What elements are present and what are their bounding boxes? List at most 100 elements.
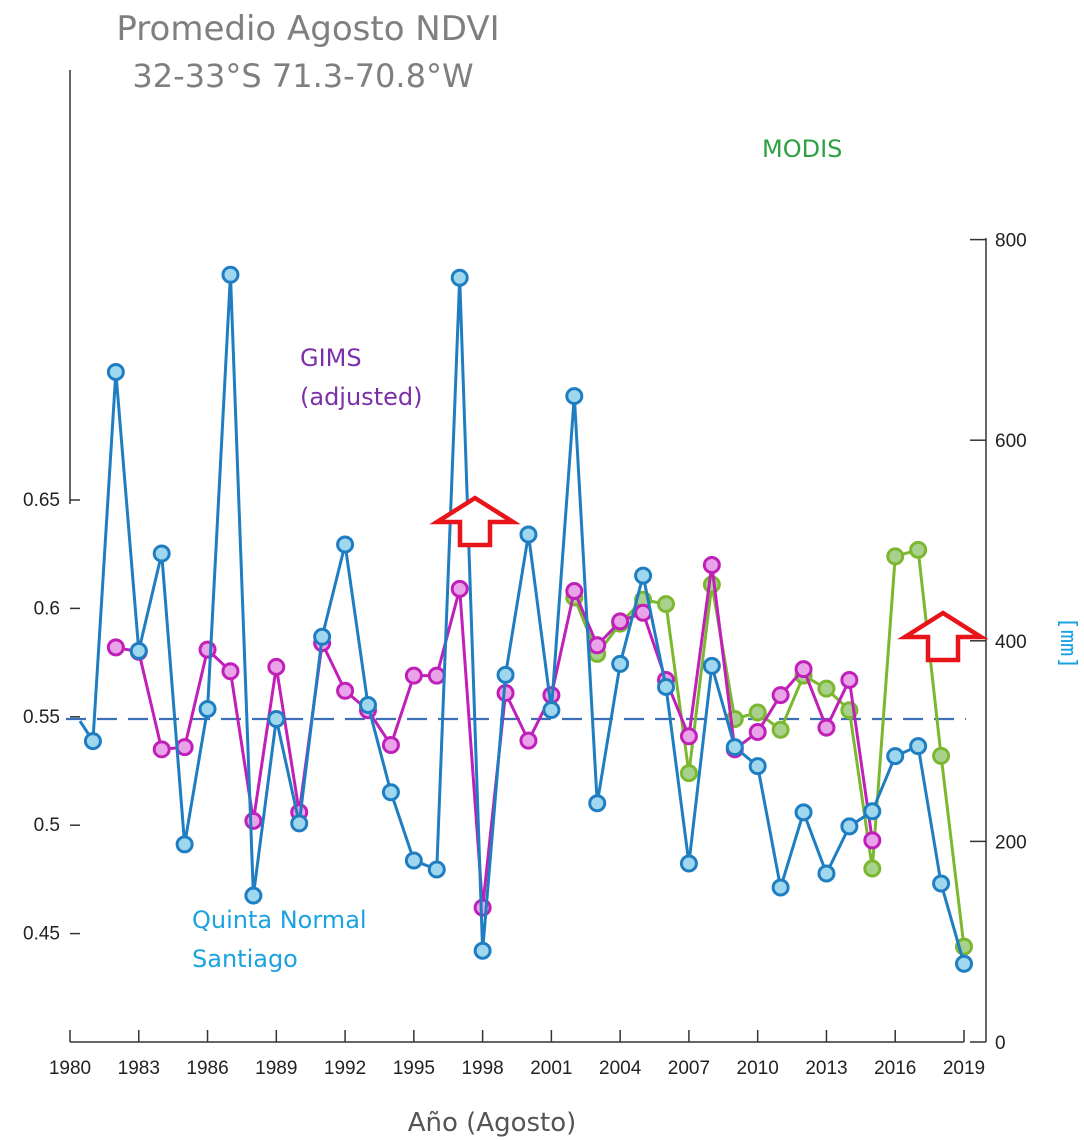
arrow-1998-icon bbox=[429, 495, 521, 548]
gims-adjusted-point bbox=[381, 735, 400, 754]
quinta-normal-santiago-point bbox=[175, 835, 194, 854]
gims-adjusted-point bbox=[450, 579, 469, 598]
quinta-normal-santiago-point bbox=[267, 710, 286, 729]
quinta-normal-santiago-point bbox=[381, 783, 400, 802]
quinta-normal-santiago-point bbox=[840, 817, 859, 836]
gims-adjusted-point bbox=[106, 638, 125, 657]
quinta-normal-santiago-point bbox=[519, 525, 538, 544]
x-tick-label: 2010 bbox=[737, 1058, 779, 1079]
x-tick-label: 2004 bbox=[599, 1058, 642, 1079]
quinta-normal-santiago-point bbox=[634, 566, 653, 585]
x-tick-label: 2019 bbox=[943, 1058, 985, 1079]
quinta-normal-santiago-point bbox=[198, 700, 217, 719]
modis-point bbox=[771, 720, 790, 739]
quinta-normal-santiago-point bbox=[83, 732, 102, 751]
modis-point bbox=[679, 764, 698, 783]
right-tick-label: 800 bbox=[995, 231, 1027, 252]
gims-adjusted-point bbox=[748, 722, 767, 741]
modis-point bbox=[863, 859, 882, 878]
quinta-normal-santiago-point bbox=[496, 665, 515, 684]
arrow-2019-icon bbox=[897, 610, 989, 663]
gims-adjusted-point bbox=[817, 718, 836, 737]
quinta-normal-santiago-point bbox=[932, 874, 951, 893]
gims-adjusted-point bbox=[771, 686, 790, 705]
left-tick-label: 0.55 bbox=[23, 707, 60, 728]
gims-adjusted-point bbox=[611, 612, 630, 631]
gims-label: GIMS bbox=[300, 344, 362, 372]
quinta-normal-santiago-point bbox=[244, 886, 263, 905]
quinta-normal-santiago-point bbox=[748, 757, 767, 776]
chart-title: Promedio Agosto NDVI bbox=[116, 9, 499, 49]
modis-point bbox=[886, 547, 905, 566]
gims-adjusted-point bbox=[404, 666, 423, 685]
modis-point bbox=[932, 746, 951, 765]
left-tick-label: 0.45 bbox=[23, 924, 60, 945]
quinta-normal-santiago-point bbox=[427, 860, 446, 879]
x-tick-label: 2013 bbox=[805, 1058, 847, 1079]
quinta-normal-santiago-point bbox=[702, 656, 721, 675]
quinta-normal-santiago-point bbox=[657, 677, 675, 696]
quinta-normal-santiago-point bbox=[588, 794, 607, 813]
right-tick-label: 400 bbox=[995, 632, 1027, 653]
gims-adjusted-point bbox=[244, 811, 263, 830]
gims-adjusted-point bbox=[427, 666, 446, 685]
quinta-normal-santiago-point bbox=[359, 695, 377, 714]
gims-adjusted-point bbox=[863, 831, 882, 850]
modis-point bbox=[657, 595, 675, 614]
y-right-axis-label: [mm] bbox=[1055, 617, 1080, 670]
x-tick-label: 2007 bbox=[668, 1058, 710, 1079]
quinta-normal-santiago-point bbox=[221, 265, 240, 284]
chart-subtitle: 32-33°S 71.3-70.8°W bbox=[132, 57, 473, 95]
x-tick-label: 1998 bbox=[461, 1058, 503, 1079]
quinta-normal-santiago-point bbox=[909, 737, 928, 756]
quinta-normal-santiago-point bbox=[404, 851, 423, 870]
x-tick-label: 2001 bbox=[530, 1058, 572, 1079]
gims-adjusted-point bbox=[794, 660, 813, 679]
x-tick-label: 1980 bbox=[49, 1058, 91, 1079]
modis-point bbox=[817, 679, 836, 698]
right-tick-label: 0 bbox=[995, 1033, 1006, 1054]
gims-adjusted-point bbox=[588, 636, 607, 655]
quinta-normal-santiago-point bbox=[771, 878, 790, 897]
x-tick-label: 1983 bbox=[118, 1058, 160, 1079]
gims-adjusted-point bbox=[336, 681, 355, 700]
right-tick-label: 200 bbox=[995, 832, 1027, 853]
modis-label: MODIS bbox=[762, 135, 842, 163]
modis-point bbox=[909, 540, 928, 559]
gims-adjusted-point bbox=[840, 670, 859, 689]
gims-adjusted-point bbox=[198, 640, 217, 659]
annotation-layer: GIMS (adjusted) MODIS Quinta Normal Santiago bbox=[192, 135, 989, 973]
quinta-normal-santiago-point bbox=[450, 268, 469, 287]
quinta-normal-santiago-point bbox=[679, 854, 698, 873]
quinta-normal-santiago-line bbox=[78, 273, 966, 965]
gims-adjusted-point bbox=[267, 657, 286, 676]
x-axis-label: Año (Agosto) bbox=[408, 1108, 577, 1138]
modis-point bbox=[702, 575, 721, 594]
gims-adjusted-point bbox=[702, 556, 721, 575]
axes: 0.45 0.5 0.55 0.6 0.65 0 200 400 600 800 1980 1983 1… bbox=[23, 70, 1027, 1079]
quinta-normal-santiago-point bbox=[313, 627, 332, 646]
quinta-label: Santiago bbox=[192, 945, 298, 973]
quinta-label: Quinta Normal bbox=[192, 906, 367, 934]
quinta-normal-santiago-point bbox=[290, 814, 309, 833]
gims-adjusted-point bbox=[519, 731, 538, 750]
x-tick-label: 1992 bbox=[324, 1058, 366, 1079]
quinta-normal-santiago-point bbox=[955, 954, 973, 973]
gims-adjusted-point bbox=[175, 738, 194, 757]
x-tick-label: 2016 bbox=[874, 1058, 916, 1079]
quinta-normal-santiago-point bbox=[794, 803, 813, 822]
quinta-normal-santiago-point bbox=[565, 387, 584, 406]
gims-adjusted-point bbox=[221, 662, 240, 681]
quinta-normal-santiago-point bbox=[473, 941, 492, 960]
quinta-normal-santiago-point bbox=[129, 641, 148, 660]
right-tick-label: 600 bbox=[995, 431, 1027, 452]
quinta-normal-santiago-point bbox=[817, 864, 836, 883]
quinta-normal-santiago-point bbox=[542, 701, 561, 720]
quinta-normal-santiago-point bbox=[611, 654, 630, 673]
quinta-normal-santiago-point bbox=[886, 747, 905, 766]
quinta-normal-santiago-point bbox=[336, 535, 355, 554]
gims-adjusted-point bbox=[152, 740, 171, 759]
quinta-normal-santiago-point bbox=[152, 544, 171, 563]
gims-label: (adjusted) bbox=[300, 383, 422, 411]
left-tick-label: 0.6 bbox=[34, 598, 60, 619]
